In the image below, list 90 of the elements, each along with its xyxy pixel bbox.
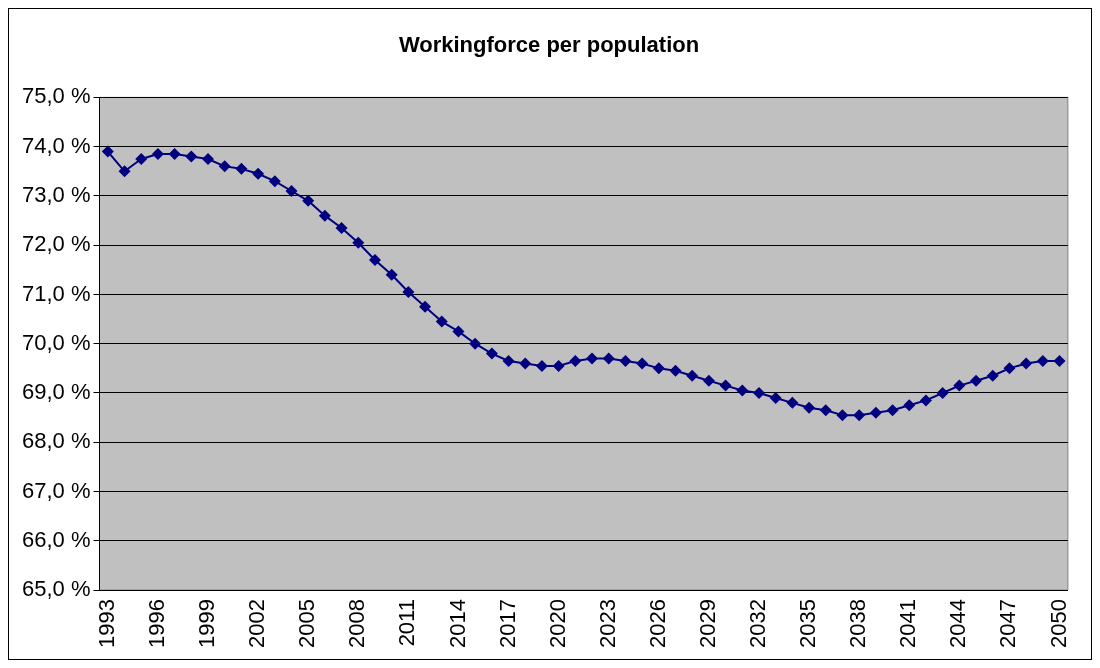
x-tick-label: 2026: [644, 599, 670, 649]
point: [402, 286, 415, 298]
point: [285, 185, 298, 198]
y-tick-label: 66,0 %: [21, 526, 91, 552]
y-tick-label: 69,0 %: [21, 379, 91, 405]
point: [268, 175, 281, 188]
point: [636, 357, 649, 370]
point: [686, 369, 699, 382]
point: [903, 399, 916, 412]
x-tick-label: 2044: [945, 599, 971, 649]
x-tick-label: 2038: [845, 599, 871, 649]
x-tick-label: 2020: [544, 599, 570, 649]
point: [803, 401, 816, 414]
point: [385, 268, 398, 281]
chart-title: Workingforce per population: [398, 32, 700, 58]
point: [101, 145, 114, 158]
point: [719, 379, 732, 392]
point: [318, 209, 331, 222]
x-tick-label: 2008: [344, 599, 370, 649]
x-tick-label: 2032: [745, 599, 771, 649]
x-tick-label: 1993: [93, 599, 119, 649]
x-tick-label: 2041: [895, 599, 921, 649]
x-tick-label: 2047: [995, 599, 1021, 649]
point: [519, 357, 532, 370]
x-tick-label: 2017: [494, 599, 520, 649]
point: [218, 160, 231, 173]
y-tick-label: 74,0 %: [21, 132, 91, 158]
x-tick-label: 2035: [795, 599, 821, 649]
point: [736, 384, 749, 397]
x-tick-label: 2005: [294, 599, 320, 649]
point: [970, 374, 983, 387]
point: [419, 300, 432, 313]
point: [786, 396, 799, 409]
point: [669, 364, 682, 377]
y-tick-label: 67,0 %: [21, 477, 91, 503]
point: [652, 362, 665, 375]
point: [135, 152, 148, 165]
point: [886, 404, 899, 417]
point: [869, 406, 882, 419]
y-tick-label: 75,0 %: [21, 83, 91, 109]
x-tick-label: 1999: [194, 599, 220, 649]
point: [819, 404, 832, 417]
y-tick-label: 70,0 %: [21, 329, 91, 355]
point: [1053, 354, 1066, 367]
x-tick-label: 2014: [444, 599, 470, 649]
point: [986, 369, 999, 382]
point: [469, 337, 482, 350]
point: [569, 354, 582, 367]
point: [235, 162, 248, 175]
point: [118, 165, 131, 178]
point: [769, 391, 782, 404]
x-tick-label: 2011: [394, 599, 420, 647]
point: [1036, 354, 1049, 367]
point: [368, 253, 381, 266]
x-tick-label: 2050: [1045, 599, 1071, 649]
point: [586, 352, 599, 365]
point: [202, 152, 215, 165]
x-tick-label: 2029: [694, 599, 720, 649]
point: [535, 359, 548, 372]
point: [452, 325, 465, 338]
point: [702, 374, 715, 387]
point: [602, 352, 615, 365]
point: [853, 409, 866, 422]
point: [552, 359, 565, 372]
y-tick-label: 72,0 %: [21, 231, 91, 257]
point: [335, 221, 348, 234]
x-tick-label: 1996: [143, 599, 169, 649]
point: [252, 167, 265, 180]
y-tick-label: 73,0 %: [21, 181, 91, 207]
point: [151, 148, 164, 161]
y-tick-label: 68,0 %: [21, 428, 91, 454]
point: [168, 148, 181, 161]
point: [435, 315, 448, 328]
point: [185, 150, 198, 163]
point: [936, 387, 949, 399]
point: [485, 347, 498, 360]
point: [836, 409, 849, 422]
x-tick-label: 2023: [594, 599, 620, 649]
point: [302, 194, 315, 207]
point: [919, 394, 932, 407]
point: [619, 354, 632, 367]
point: [352, 236, 365, 249]
y-tick-label: 65,0 %: [21, 576, 91, 602]
point: [1020, 357, 1033, 370]
point: [502, 354, 515, 367]
x-tick-label: 2002: [244, 599, 270, 649]
point: [752, 387, 765, 399]
point: [953, 379, 966, 392]
point: [1003, 362, 1016, 375]
y-tick-label: 71,0 %: [21, 280, 91, 306]
